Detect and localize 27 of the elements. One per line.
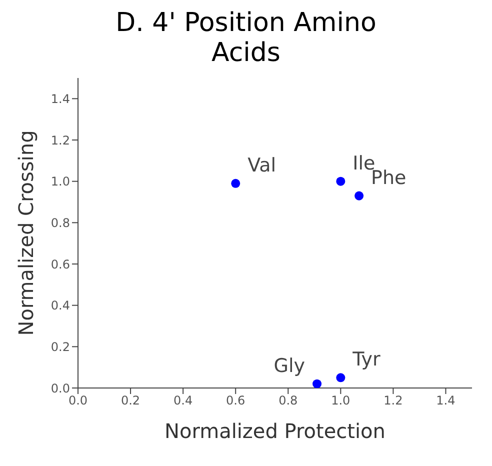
y-tick-label: 0.2 (50, 340, 70, 354)
y-tick-label: 1.2 (50, 133, 70, 148)
x-tick-label: 1.0 (331, 394, 350, 408)
x-tick-label: 0.0 (68, 394, 88, 408)
annotation: Tyr (352, 348, 381, 371)
y-tick-label: 0.4 (50, 298, 70, 313)
y-tick-label: 0.8 (50, 216, 70, 230)
y-tick-label: 0.6 (50, 257, 70, 272)
point (312, 379, 322, 388)
chart-title: D. 4' Position Amino Acids (114, 8, 378, 68)
x-tick-label: 0.8 (278, 394, 298, 408)
point (336, 176, 346, 186)
x-tick-label: 1.2 (384, 394, 403, 408)
y-tick-label: 1.4 (50, 92, 70, 106)
annotation: Gly (274, 354, 306, 377)
point (354, 191, 364, 200)
x-tick-label: 0.2 (120, 394, 140, 408)
x-tick-label: 1.4 (436, 394, 456, 408)
x-axis-title: Normalized Protection (164, 419, 386, 443)
point (336, 373, 346, 382)
point (231, 178, 240, 188)
x-tick-label: 0.6 (226, 394, 246, 408)
y-axis-title: Normalized Crossing (14, 130, 38, 336)
annotation: Val (248, 154, 276, 176)
x-tick-label: 0.4 (174, 394, 193, 408)
y-tick-label: 0.0 (50, 381, 70, 396)
y-tick-label: 1.0 (50, 174, 70, 189)
